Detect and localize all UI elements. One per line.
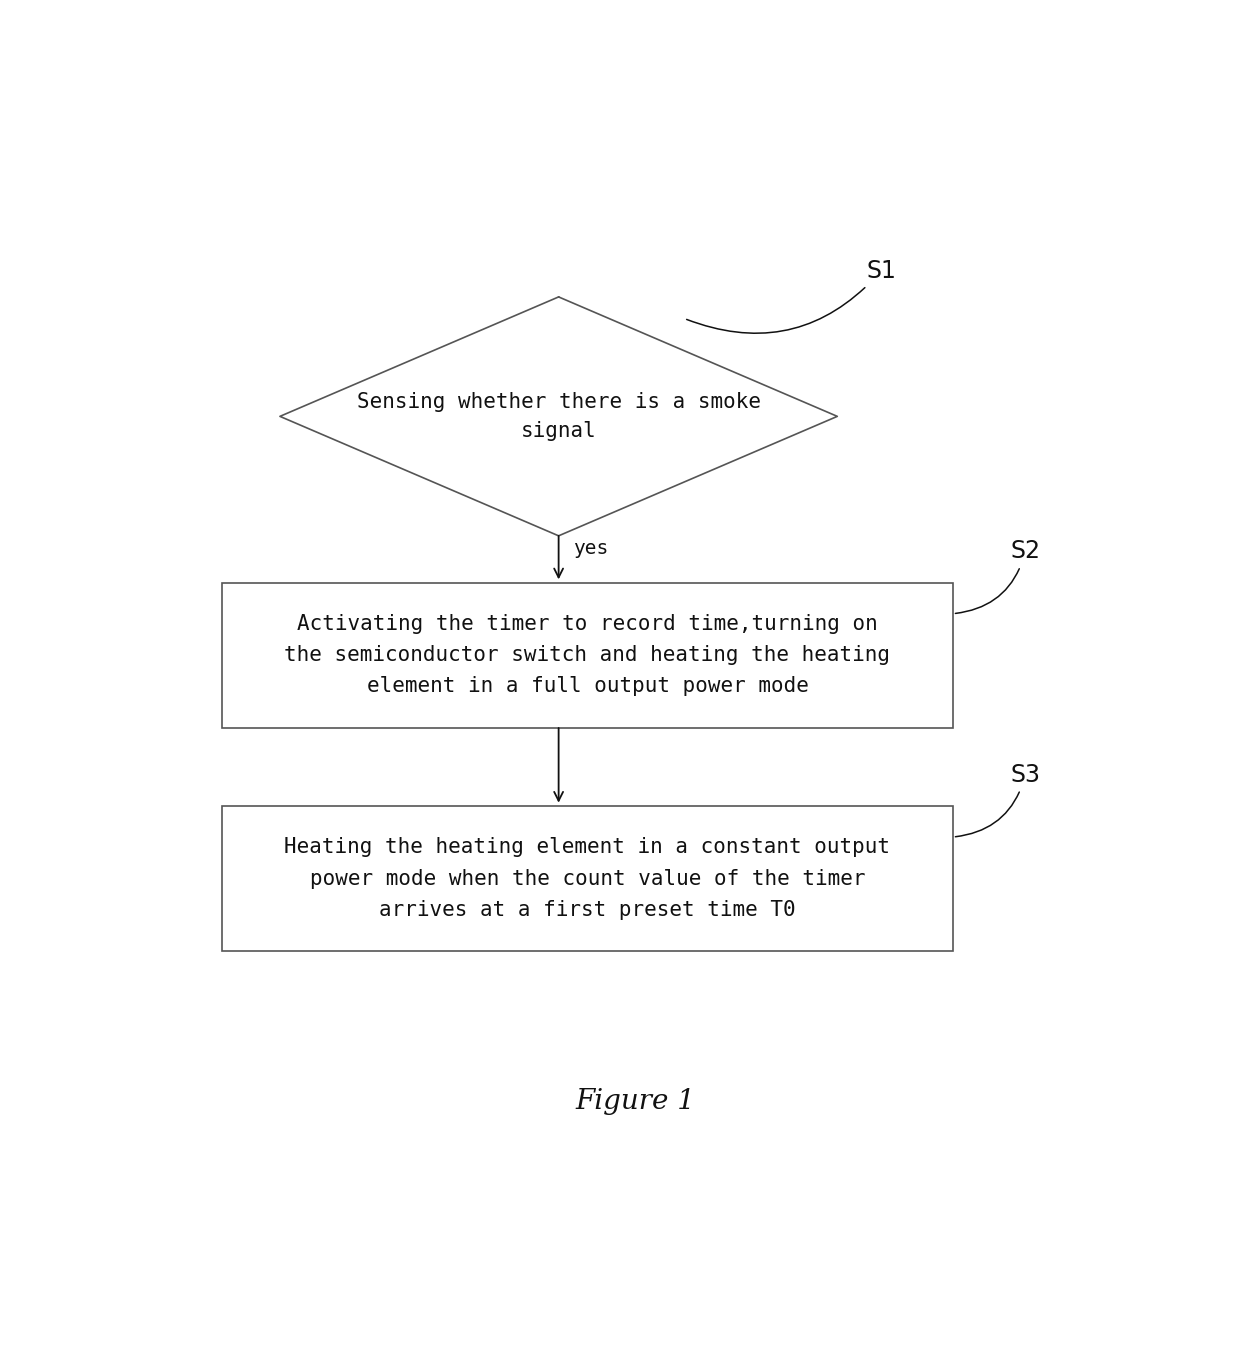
Text: Figure 1: Figure 1 (575, 1089, 696, 1116)
Text: S1: S1 (687, 259, 897, 333)
Text: yes: yes (573, 540, 609, 558)
Bar (222, 805, 952, 951)
Text: Activating the timer to record time,turning on
the semiconductor switch and heat: Activating the timer to record time,turn… (284, 614, 890, 696)
Text: S3: S3 (955, 762, 1040, 836)
Text: Sensing whether there is a smoke
signal: Sensing whether there is a smoke signal (357, 391, 760, 441)
Text: S2: S2 (955, 540, 1040, 614)
Bar (222, 583, 952, 728)
Text: Heating the heating element in a constant output
power mode when the count value: Heating the heating element in a constan… (284, 838, 890, 920)
